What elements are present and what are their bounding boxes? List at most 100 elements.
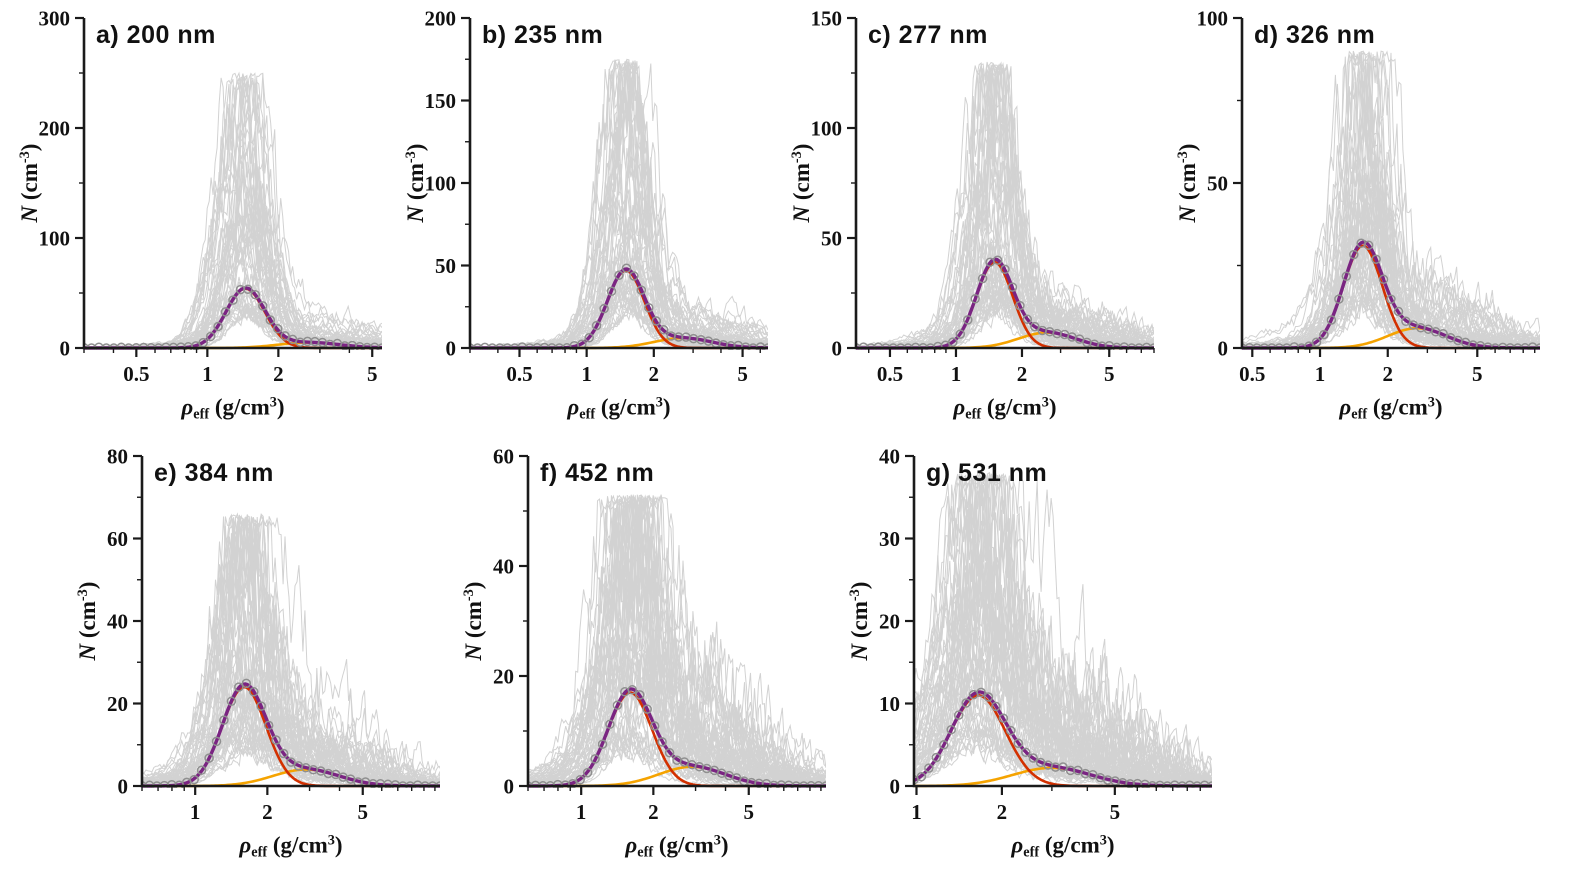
svg-text:0: 0 xyxy=(890,775,901,799)
panel-g: 1 2 5 0 10 20 30 40 N (cm-3) g) 531 nm ρeff (g/… xyxy=(840,446,1220,878)
svg-text:300: 300 xyxy=(39,8,71,31)
x-axis-label: ρeff (g/cm3) xyxy=(953,394,1057,423)
y-axis-label: N (cm-3) xyxy=(17,143,42,223)
svg-text:0: 0 xyxy=(60,337,71,361)
y-axis-variable: N xyxy=(847,643,872,661)
y-axis-label: N (cm-3) xyxy=(403,143,428,223)
svg-text:20: 20 xyxy=(879,610,900,634)
svg-text:100: 100 xyxy=(1197,8,1229,31)
svg-text:10: 10 xyxy=(879,692,900,716)
svg-text:0: 0 xyxy=(1218,337,1229,361)
svg-text:40: 40 xyxy=(879,446,900,469)
svg-text:1: 1 xyxy=(581,362,592,386)
svg-text:1: 1 xyxy=(911,800,922,824)
svg-text:2: 2 xyxy=(262,800,273,824)
plot-area-a: 0.5 1 2 5 0 100 200 300 xyxy=(39,8,382,386)
figure-row-top: 0.5 1 2 5 0 100 200 300 N (cm-3) a) 200 nm ρeff… xyxy=(10,8,1574,440)
x-axis-label: ρeff (g/cm3) xyxy=(625,832,729,861)
x-axis-label: ρeff (g/cm3) xyxy=(239,832,343,861)
svg-text:0: 0 xyxy=(118,775,129,799)
x-axis-variable: ρ xyxy=(625,832,638,858)
svg-text:0: 0 xyxy=(504,775,515,799)
svg-text:2: 2 xyxy=(649,362,660,386)
svg-text:0.5: 0.5 xyxy=(877,362,903,386)
plot-area-e: 1 2 5 0 20 40 60 80 xyxy=(107,446,440,824)
panel-label-d: d) 326 nm xyxy=(1254,21,1376,49)
x-axis-label: ρeff (g/cm3) xyxy=(1339,394,1443,423)
x-axis-variable: ρ xyxy=(953,394,966,420)
x-axis-variable: ρ xyxy=(1339,394,1352,420)
figure-row-bottom: 1 2 5 0 20 40 60 80 N (cm-3) e) 384 nm ρeff (g/… xyxy=(10,446,1574,878)
svg-text:0: 0 xyxy=(832,337,843,361)
plot-area-g: 1 2 5 0 10 20 30 40 xyxy=(879,446,1212,824)
svg-text:200: 200 xyxy=(39,117,71,141)
svg-text:150: 150 xyxy=(811,8,843,31)
svg-text:100: 100 xyxy=(425,172,457,196)
svg-text:20: 20 xyxy=(493,665,514,689)
svg-text:100: 100 xyxy=(811,117,843,141)
panel-d: 0.5 1 2 5 0 50 100 N (cm-3) d) 326 nm ρeff (g/… xyxy=(1168,8,1548,440)
svg-text:5: 5 xyxy=(744,800,755,824)
svg-text:0.5: 0.5 xyxy=(1239,362,1265,386)
svg-text:40: 40 xyxy=(493,555,514,579)
y-axis-variable: N xyxy=(1175,205,1200,223)
svg-text:2: 2 xyxy=(648,800,659,824)
svg-text:30: 30 xyxy=(879,527,900,551)
x-axis-label: ρeff (g/cm3) xyxy=(1011,832,1115,861)
y-axis-variable: N xyxy=(789,205,814,223)
svg-text:200: 200 xyxy=(425,8,457,31)
svg-text:1: 1 xyxy=(190,800,201,824)
y-axis-label: N (cm-3) xyxy=(789,143,814,223)
plot-area-f: 1 2 5 0 20 40 60 xyxy=(493,446,826,824)
svg-text:40: 40 xyxy=(107,610,128,634)
panel-label-f: f) 452 nm xyxy=(540,459,655,487)
svg-text:150: 150 xyxy=(425,89,457,113)
svg-text:50: 50 xyxy=(435,254,456,278)
y-axis-variable: N xyxy=(17,205,42,223)
svg-text:5: 5 xyxy=(358,800,369,824)
svg-text:50: 50 xyxy=(821,227,842,251)
y-axis-label: N (cm-3) xyxy=(847,581,872,661)
svg-text:2: 2 xyxy=(1017,362,1028,386)
svg-text:2: 2 xyxy=(997,800,1008,824)
svg-text:60: 60 xyxy=(107,527,128,551)
y-axis-label: N (cm-3) xyxy=(75,581,100,661)
panel-b: 0.5 1 2 5 0 50 100 150 200 N (cm-3) b) 235 nm ρe… xyxy=(396,8,776,440)
svg-text:5: 5 xyxy=(1104,362,1115,386)
svg-text:1: 1 xyxy=(1315,362,1326,386)
x-axis-variable: ρ xyxy=(567,394,580,420)
panel-c: 0.5 1 2 5 0 50 100 150 N (cm-3) c) 277 nm ρeff … xyxy=(782,8,1162,440)
x-axis-label: ρeff (g/cm3) xyxy=(567,394,671,423)
svg-text:5: 5 xyxy=(1110,800,1121,824)
panel-f: 1 2 5 0 20 40 60 N (cm-3) f) 452 nm ρeff (g/cm… xyxy=(454,446,834,878)
y-axis-label: N (cm-3) xyxy=(1175,143,1200,223)
svg-text:1: 1 xyxy=(951,362,962,386)
svg-text:2: 2 xyxy=(1383,362,1394,386)
panel-a: 0.5 1 2 5 0 100 200 300 N (cm-3) a) 200 nm ρeff… xyxy=(10,8,390,440)
svg-text:1: 1 xyxy=(202,362,213,386)
svg-text:2: 2 xyxy=(273,362,284,386)
panel-label-a: a) 200 nm xyxy=(96,21,216,49)
x-axis-variable: ρ xyxy=(239,832,252,858)
y-axis-variable: N xyxy=(461,643,486,661)
y-axis-variable: N xyxy=(75,643,100,661)
svg-text:50: 50 xyxy=(1207,172,1228,196)
svg-text:80: 80 xyxy=(107,446,128,469)
svg-text:20: 20 xyxy=(107,692,128,716)
y-axis-label: N (cm-3) xyxy=(461,581,486,661)
svg-text:0: 0 xyxy=(446,337,457,361)
y-axis-variable: N xyxy=(403,205,428,223)
svg-text:5: 5 xyxy=(367,362,378,386)
panel-label-b: b) 235 nm xyxy=(482,21,604,49)
x-axis-variable: ρ xyxy=(1011,832,1024,858)
panel-e: 1 2 5 0 20 40 60 80 N (cm-3) e) 384 nm ρeff (g/… xyxy=(68,446,448,878)
panel-label-e: e) 384 nm xyxy=(154,459,274,487)
svg-text:5: 5 xyxy=(1472,362,1483,386)
x-axis-label: ρeff (g/cm3) xyxy=(181,394,285,423)
svg-text:1: 1 xyxy=(576,800,587,824)
svg-text:100: 100 xyxy=(39,227,71,251)
